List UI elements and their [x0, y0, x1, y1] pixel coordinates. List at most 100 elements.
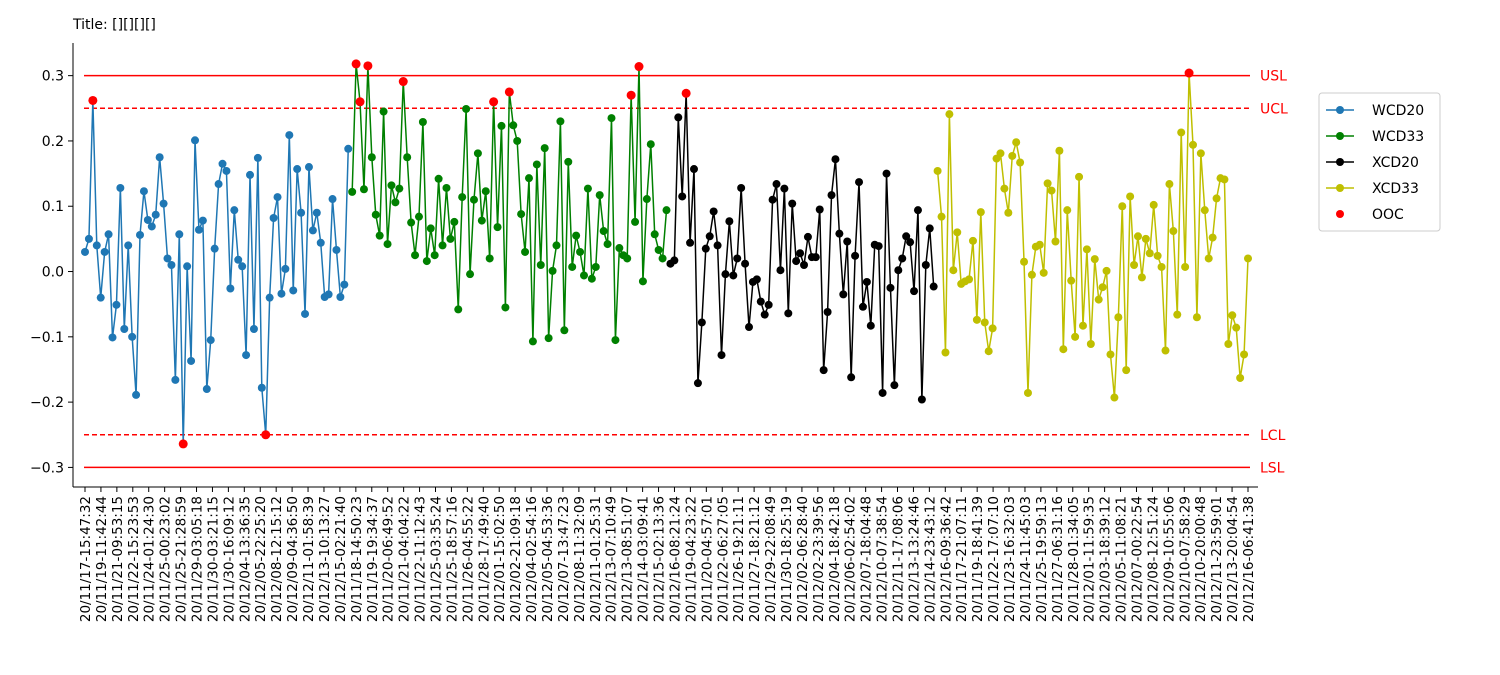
data-point	[741, 259, 750, 268]
data-point	[678, 192, 687, 201]
data-point	[548, 266, 557, 275]
x-tick-label: 20/11/25-21:28:59	[174, 496, 190, 622]
data-point	[858, 302, 867, 311]
data-point	[949, 266, 958, 275]
data-point	[1192, 313, 1201, 322]
x-tick-label: 20/12/10-20:00:48	[1193, 496, 1209, 622]
data-point	[1020, 257, 1029, 266]
data-point	[1098, 283, 1107, 292]
data-point	[980, 318, 989, 327]
data-point	[1039, 268, 1048, 277]
data-point	[576, 247, 585, 256]
data-point	[745, 323, 754, 332]
data-point	[249, 324, 258, 333]
data-point	[564, 157, 573, 166]
data-point	[968, 236, 977, 245]
x-tick-label: 20/11/28-17:49:40	[476, 496, 492, 622]
data-point	[501, 303, 510, 312]
data-point	[336, 292, 345, 301]
x-tick-label: 20/11/21-04:04:22	[397, 496, 413, 622]
data-point	[658, 254, 667, 263]
legend-marker	[1336, 132, 1344, 140]
x-tick-label: 20/12/02-21:09:18	[508, 496, 524, 622]
ooc-point	[351, 59, 361, 69]
ooc-point	[261, 430, 271, 440]
data-point	[607, 114, 616, 123]
x-tick-label: 20/12/01-15:02:50	[492, 496, 508, 622]
data-point	[497, 121, 506, 130]
series-line-xcd33	[936, 72, 1249, 398]
data-point	[446, 234, 455, 243]
ooc-point	[363, 61, 373, 71]
x-tick-label: 20/11/30-03:21:15	[205, 496, 221, 622]
data-point	[147, 222, 156, 231]
data-point	[218, 159, 227, 168]
data-point	[477, 216, 486, 225]
data-point	[163, 254, 172, 263]
data-point	[1075, 172, 1084, 181]
data-point	[910, 287, 919, 296]
x-tick-label: 20/11/23-16:32:03	[1002, 496, 1018, 622]
data-point	[886, 283, 895, 292]
data-point	[143, 215, 152, 224]
x-tick-label: 20/11/25-00:23:02	[158, 496, 174, 622]
data-point	[1071, 332, 1080, 341]
x-tick-label: 20/12/15-02:21:40	[333, 496, 349, 622]
x-tick-label: 20/11/29-03:05:18	[190, 496, 206, 622]
x-tick-label: 20/11/22-11:12:43	[413, 496, 429, 622]
data-point	[638, 277, 647, 286]
data-point	[238, 262, 247, 271]
data-point	[1047, 186, 1056, 195]
data-point	[835, 229, 844, 238]
data-point	[780, 184, 789, 193]
data-point	[599, 227, 608, 236]
data-point	[965, 275, 974, 284]
data-point	[878, 388, 887, 397]
data-point	[430, 251, 439, 260]
data-point	[1137, 273, 1146, 282]
data-point	[937, 212, 946, 221]
data-point	[1122, 366, 1131, 375]
data-point	[407, 218, 416, 227]
x-tick-label: 20/12/08-12:51:24	[1145, 496, 1161, 622]
x-tick-label: 20/11/25-19:59:13	[1034, 496, 1050, 622]
x-tick-label: 20/12/14-03:09:41	[636, 496, 652, 622]
data-point	[1106, 350, 1115, 359]
data-point	[725, 217, 734, 226]
data-point	[458, 193, 467, 202]
data-point	[764, 300, 773, 309]
series-line-wcd20	[84, 100, 349, 444]
data-point	[324, 290, 333, 299]
data-point	[603, 240, 612, 249]
data-point	[1126, 192, 1135, 201]
x-tick-label: 20/12/15-02:13:36	[652, 496, 668, 622]
data-point	[344, 144, 353, 153]
data-point	[242, 351, 251, 360]
data-point	[756, 297, 765, 306]
series-wcd20	[81, 96, 353, 448]
data-point	[851, 251, 860, 260]
data-point	[383, 240, 392, 249]
data-point	[827, 191, 836, 200]
x-tick-label: 20/12/02-06:28:40	[795, 496, 811, 622]
data-point	[206, 336, 215, 345]
data-point	[124, 241, 133, 250]
data-point	[108, 333, 117, 342]
data-point	[1244, 254, 1252, 263]
limit-label-lsl: LSL	[1260, 460, 1285, 476]
data-point	[1236, 373, 1245, 382]
data-point	[792, 257, 801, 266]
x-tick-label: 20/12/14-23:43:12	[922, 496, 938, 622]
data-point	[796, 249, 805, 258]
data-point	[387, 181, 396, 190]
x-tick-label: 20/12/04-02:54:16	[524, 496, 540, 622]
data-point	[733, 254, 742, 263]
data-point	[591, 262, 600, 271]
legend-item-ooc: OOC	[1336, 207, 1404, 223]
data-point	[925, 224, 934, 233]
data-point	[1228, 311, 1237, 320]
legend-marker	[1336, 106, 1344, 114]
data-point	[116, 183, 125, 192]
data-point	[690, 165, 699, 174]
limit-label-usl: USL	[1260, 69, 1287, 85]
